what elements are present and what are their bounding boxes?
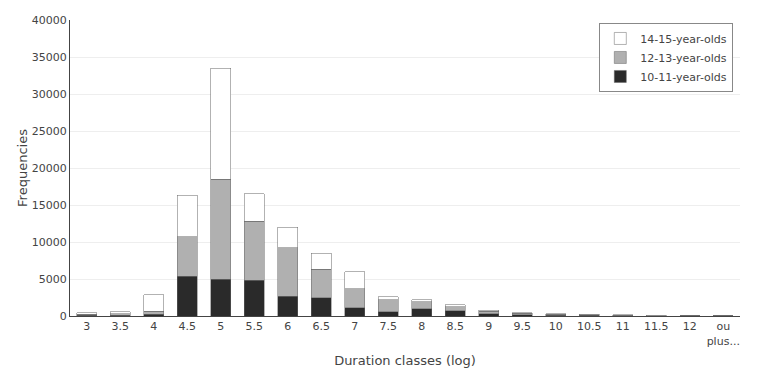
svg-text:12-13-year-olds: 12-13-year-olds [640, 52, 727, 65]
svg-text:5000: 5000 [39, 273, 67, 286]
svg-text:5: 5 [217, 320, 224, 333]
svg-text:15000: 15000 [32, 199, 67, 212]
svg-text:25000: 25000 [32, 125, 67, 138]
svg-text:20000: 20000 [32, 162, 67, 175]
svg-text:ouplus...: ouplus... [707, 320, 740, 347]
svg-text:7: 7 [351, 320, 358, 333]
svg-text:40000: 40000 [32, 14, 67, 27]
svg-text:0: 0 [60, 310, 67, 323]
svg-text:4.5: 4.5 [179, 320, 197, 333]
svg-text:30000: 30000 [32, 88, 67, 101]
svg-text:6: 6 [284, 320, 291, 333]
svg-text:35000: 35000 [32, 51, 67, 64]
svg-text:14-15-year-olds: 14-15-year-olds [640, 33, 727, 46]
svg-text:12: 12 [683, 320, 697, 333]
svg-text:5.5: 5.5 [246, 320, 264, 333]
svg-text:11.5: 11.5 [644, 320, 669, 333]
svg-text:7.5: 7.5 [380, 320, 398, 333]
svg-text:4: 4 [150, 320, 157, 333]
svg-text:8: 8 [418, 320, 425, 333]
svg-text:Frequencies: Frequencies [15, 129, 30, 207]
svg-text:11: 11 [616, 320, 630, 333]
svg-text:9: 9 [485, 320, 492, 333]
svg-text:6.5: 6.5 [313, 320, 331, 333]
svg-text:3: 3 [83, 320, 90, 333]
svg-text:10.5: 10.5 [577, 320, 602, 333]
svg-text:9.5: 9.5 [514, 320, 532, 333]
svg-text:3.5: 3.5 [112, 320, 130, 333]
svg-text:8.5: 8.5 [447, 320, 465, 333]
svg-text:10-11-year-olds: 10-11-year-olds [640, 71, 727, 84]
svg-text:Duration classes (log): Duration classes (log) [334, 353, 476, 368]
svg-text:10: 10 [549, 320, 563, 333]
svg-text:10000: 10000 [32, 236, 67, 249]
